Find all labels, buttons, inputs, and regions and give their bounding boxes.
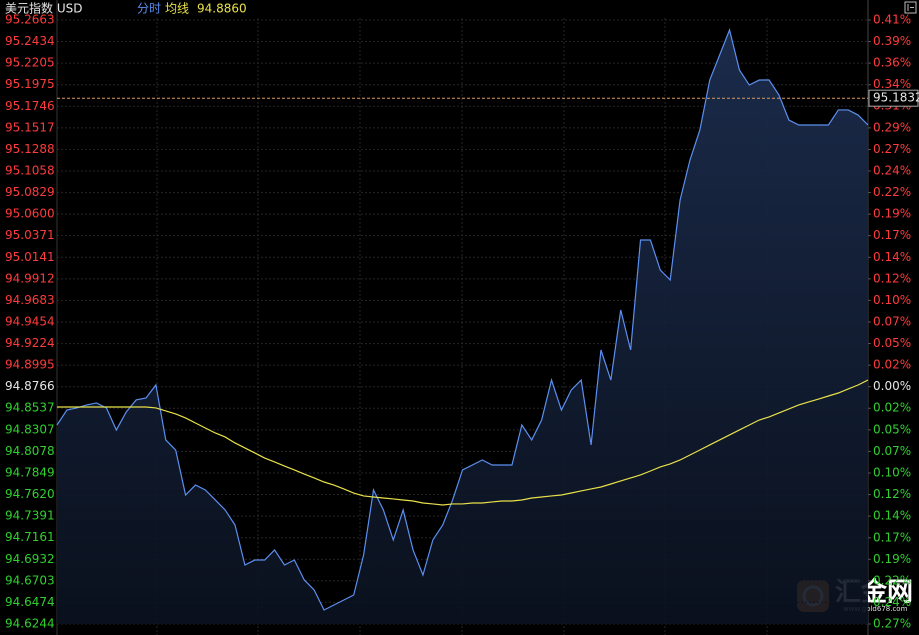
y-tick-label: 94.7849 — [5, 465, 55, 479]
legend-entry: 分时 — [137, 2, 161, 16]
y2-tick-label: 0.41% — [873, 13, 911, 27]
y2-tick-label: 0.39% — [873, 34, 911, 48]
price-area — [57, 29, 868, 625]
y2-tick-label: 0.07% — [873, 444, 911, 458]
y-tick-label: 95.2434 — [5, 34, 55, 48]
y2-tick-label: 0.17% — [873, 530, 911, 544]
y-tick-label: 94.9683 — [5, 293, 55, 307]
y2-tick-label: 0.22% — [873, 185, 911, 199]
y2-tick-label: 0.22% — [873, 573, 911, 587]
y2-tick-label: 0.29% — [873, 120, 911, 134]
y2-tick-label: 0.27% — [873, 617, 911, 631]
legend-entry: 均线 — [165, 2, 189, 16]
y-tick-label: 94.6474 — [5, 595, 55, 609]
y2-tick-label: 0.36% — [873, 56, 911, 70]
y2-tick-label: 0.24% — [873, 595, 911, 609]
y2-tick-label: 0.19% — [873, 552, 911, 566]
y2-tick-label: 0.14% — [873, 509, 911, 523]
y-tick-label: 95.1517 — [5, 120, 55, 134]
average-value: 94.8860 — [197, 2, 247, 16]
y-tick-label: 94.7391 — [5, 509, 55, 523]
y-tick-label: 94.7161 — [5, 530, 55, 544]
y2-tick-label: 0.14% — [873, 250, 911, 264]
y-tick-label: 94.8078 — [5, 444, 55, 458]
y-tick-label: 95.0600 — [5, 207, 55, 221]
y2-tick-label: 0.12% — [873, 487, 911, 501]
y2-tick-label: 0.34% — [873, 77, 911, 91]
average-line — [57, 379, 869, 506]
toggle-icon[interactable] — [904, 1, 917, 14]
y2-tick-label: 0.10% — [873, 293, 911, 307]
y-tick-label: 95.1288 — [5, 142, 55, 156]
y-tick-label: 94.6703 — [5, 573, 55, 587]
y2-tick-label: 0.10% — [873, 466, 911, 480]
y2-tick-label: 0.05% — [873, 422, 911, 436]
y-tick-label: 95.2205 — [5, 56, 55, 70]
y-tick-label: 95.1746 — [5, 99, 55, 113]
last-price-box — [868, 89, 919, 107]
y2-tick-label: 0.19% — [873, 207, 911, 221]
y-tick-label: 94.8307 — [5, 422, 55, 436]
y2-tick-label: 0.12% — [873, 271, 911, 285]
y2-tick-label: 0.27% — [873, 142, 911, 156]
watermark-url: www.gold678.com — [843, 605, 908, 613]
y-tick-label: 95.0141 — [5, 250, 55, 264]
y-tick-label: 94.6932 — [5, 552, 55, 566]
chart-title: 美元指数 USD — [5, 1, 82, 16]
y2-tick-label: 0.07% — [873, 315, 911, 329]
y-tick-label: 94.8766 — [5, 379, 55, 393]
y2-tick-label: 0.00% — [873, 379, 911, 393]
y-tick-label: 95.1975 — [5, 77, 55, 91]
y2-tick-label: 0.05% — [873, 336, 911, 350]
y-tick-label: 94.8995 — [5, 358, 55, 372]
y-tick-label: 94.6244 — [5, 617, 55, 631]
y2-tick-label: 0.17% — [873, 228, 911, 242]
y-tick-label: 94.7620 — [5, 487, 55, 501]
y2-tick-label: 0.24% — [873, 163, 911, 177]
y-tick-label: 94.9224 — [5, 336, 55, 350]
y-tick-label: 95.0829 — [5, 185, 55, 199]
y2-tick-label: 0.02% — [873, 401, 911, 415]
y-tick-label: 94.8537 — [5, 401, 55, 415]
y2-tick-label: 0.02% — [873, 358, 911, 372]
y-tick-label: 95.2663 — [5, 13, 55, 27]
y-tick-label: 94.9912 — [5, 271, 55, 285]
last-price-label: 95.1832 — [873, 91, 919, 105]
y-tick-label: 95.1058 — [5, 164, 55, 178]
y-tick-label: 94.9454 — [5, 314, 55, 328]
y-tick-label: 95.0371 — [5, 228, 55, 242]
price-line — [56, 28, 869, 611]
